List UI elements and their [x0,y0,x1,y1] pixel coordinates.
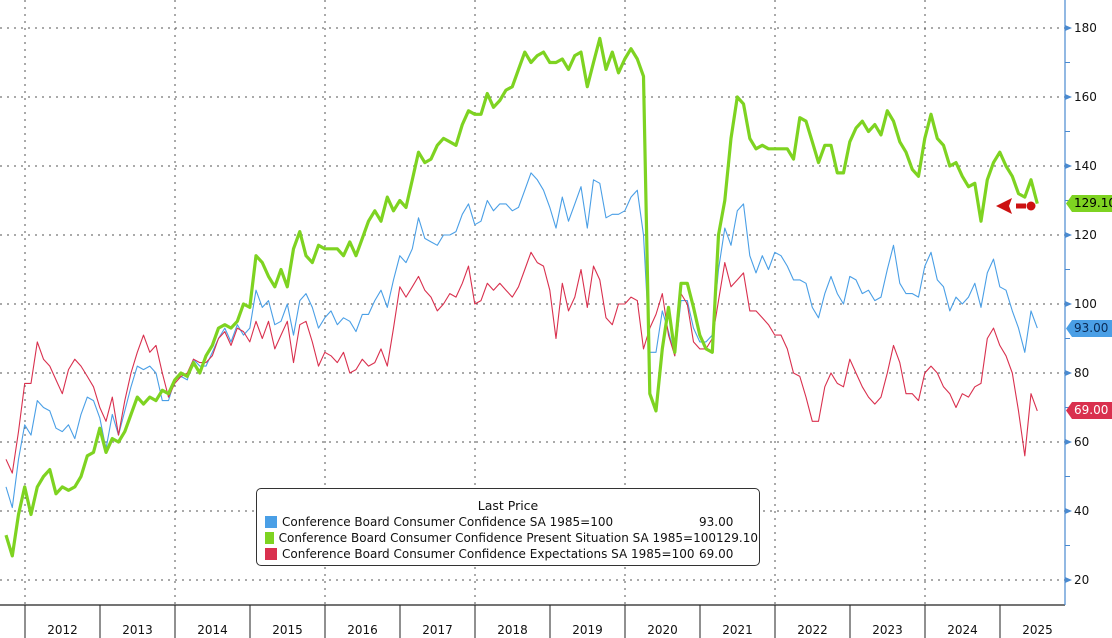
x-tick-label: 2020 [647,623,678,637]
series-lines [4,36,1039,558]
x-tick-label: 2023 [872,623,903,637]
legend-value: 129.10 [715,531,758,545]
y-tick-label: 100 [1074,297,1097,311]
y-tick-label: 60 [1074,435,1089,449]
series-line-headline [5,172,1038,509]
x-tick-label: 2024 [947,623,978,637]
x-tick-label: 2012 [47,623,78,637]
legend-swatch [265,532,274,544]
y-tick-label: 160 [1074,90,1097,104]
y-tick-label: 40 [1074,504,1089,518]
legend: Last Price Conference Board Consumer Con… [256,488,760,566]
legend-value: 93.00 [699,515,734,529]
x-tick-label: 2015 [272,623,303,637]
x-tick-label: 2025 [1022,623,1053,637]
x-tick-label: 2021 [722,623,753,637]
y-tick-marker [1065,370,1072,376]
legend-item-present-situation: Conference Board Consumer Confidence Pre… [257,530,759,546]
x-tick-label: 2019 [572,623,603,637]
y-tick-label: 80 [1074,366,1089,380]
y-tick-marker [1065,232,1072,238]
x-tick-label: 2018 [497,623,528,637]
last-value-tag-present-situation: 129.10 [1066,195,1112,212]
y-tick-label: 180 [1074,21,1097,35]
legend-value: 69.00 [699,547,734,561]
legend-item-headline: Conference Board Consumer Confidence SA … [257,514,759,530]
y-tick-label: 20 [1074,573,1089,587]
y-tick-marker [1065,439,1072,445]
legend-item-expectations: Conference Board Consumer Confidence Exp… [257,546,759,562]
legend-label: Conference Board Consumer Confidence Exp… [282,547,695,561]
y-tick-marker [1065,301,1072,307]
legend-title: Last Price [477,498,539,513]
arrow-dot [1026,201,1036,211]
arrow-shaft [1016,203,1026,209]
last-value-tag-expectations: 69.00 [1066,402,1112,419]
y-tick-marker [1065,163,1072,169]
y-tick-marker [1065,577,1072,583]
legend-label: Conference Board Consumer Confidence Pre… [278,531,716,545]
x-tick-label: 2016 [347,623,378,637]
legend-label: Conference Board Consumer Confidence SA … [282,515,614,529]
y-tick-label: 140 [1074,159,1097,173]
x-tick-label: 2022 [797,623,828,637]
red-arrow-annotation [996,198,1036,214]
series-line-expectations [5,251,1038,474]
x-tick-label: 2017 [422,623,453,637]
y-tick-marker [1065,94,1072,100]
y-tick-label: 120 [1074,228,1097,242]
x-tick-label: 2014 [197,623,228,637]
last-value-tag-headline: 93.00 [1066,320,1112,337]
arrow-head-icon [996,198,1012,214]
x-tick-label: 2013 [122,623,153,637]
series-line-present-situation [4,36,1039,558]
y-tick-marker [1065,508,1072,514]
legend-swatch [265,516,277,528]
y-tick-marker [1065,25,1072,31]
legend-swatch [265,548,277,560]
